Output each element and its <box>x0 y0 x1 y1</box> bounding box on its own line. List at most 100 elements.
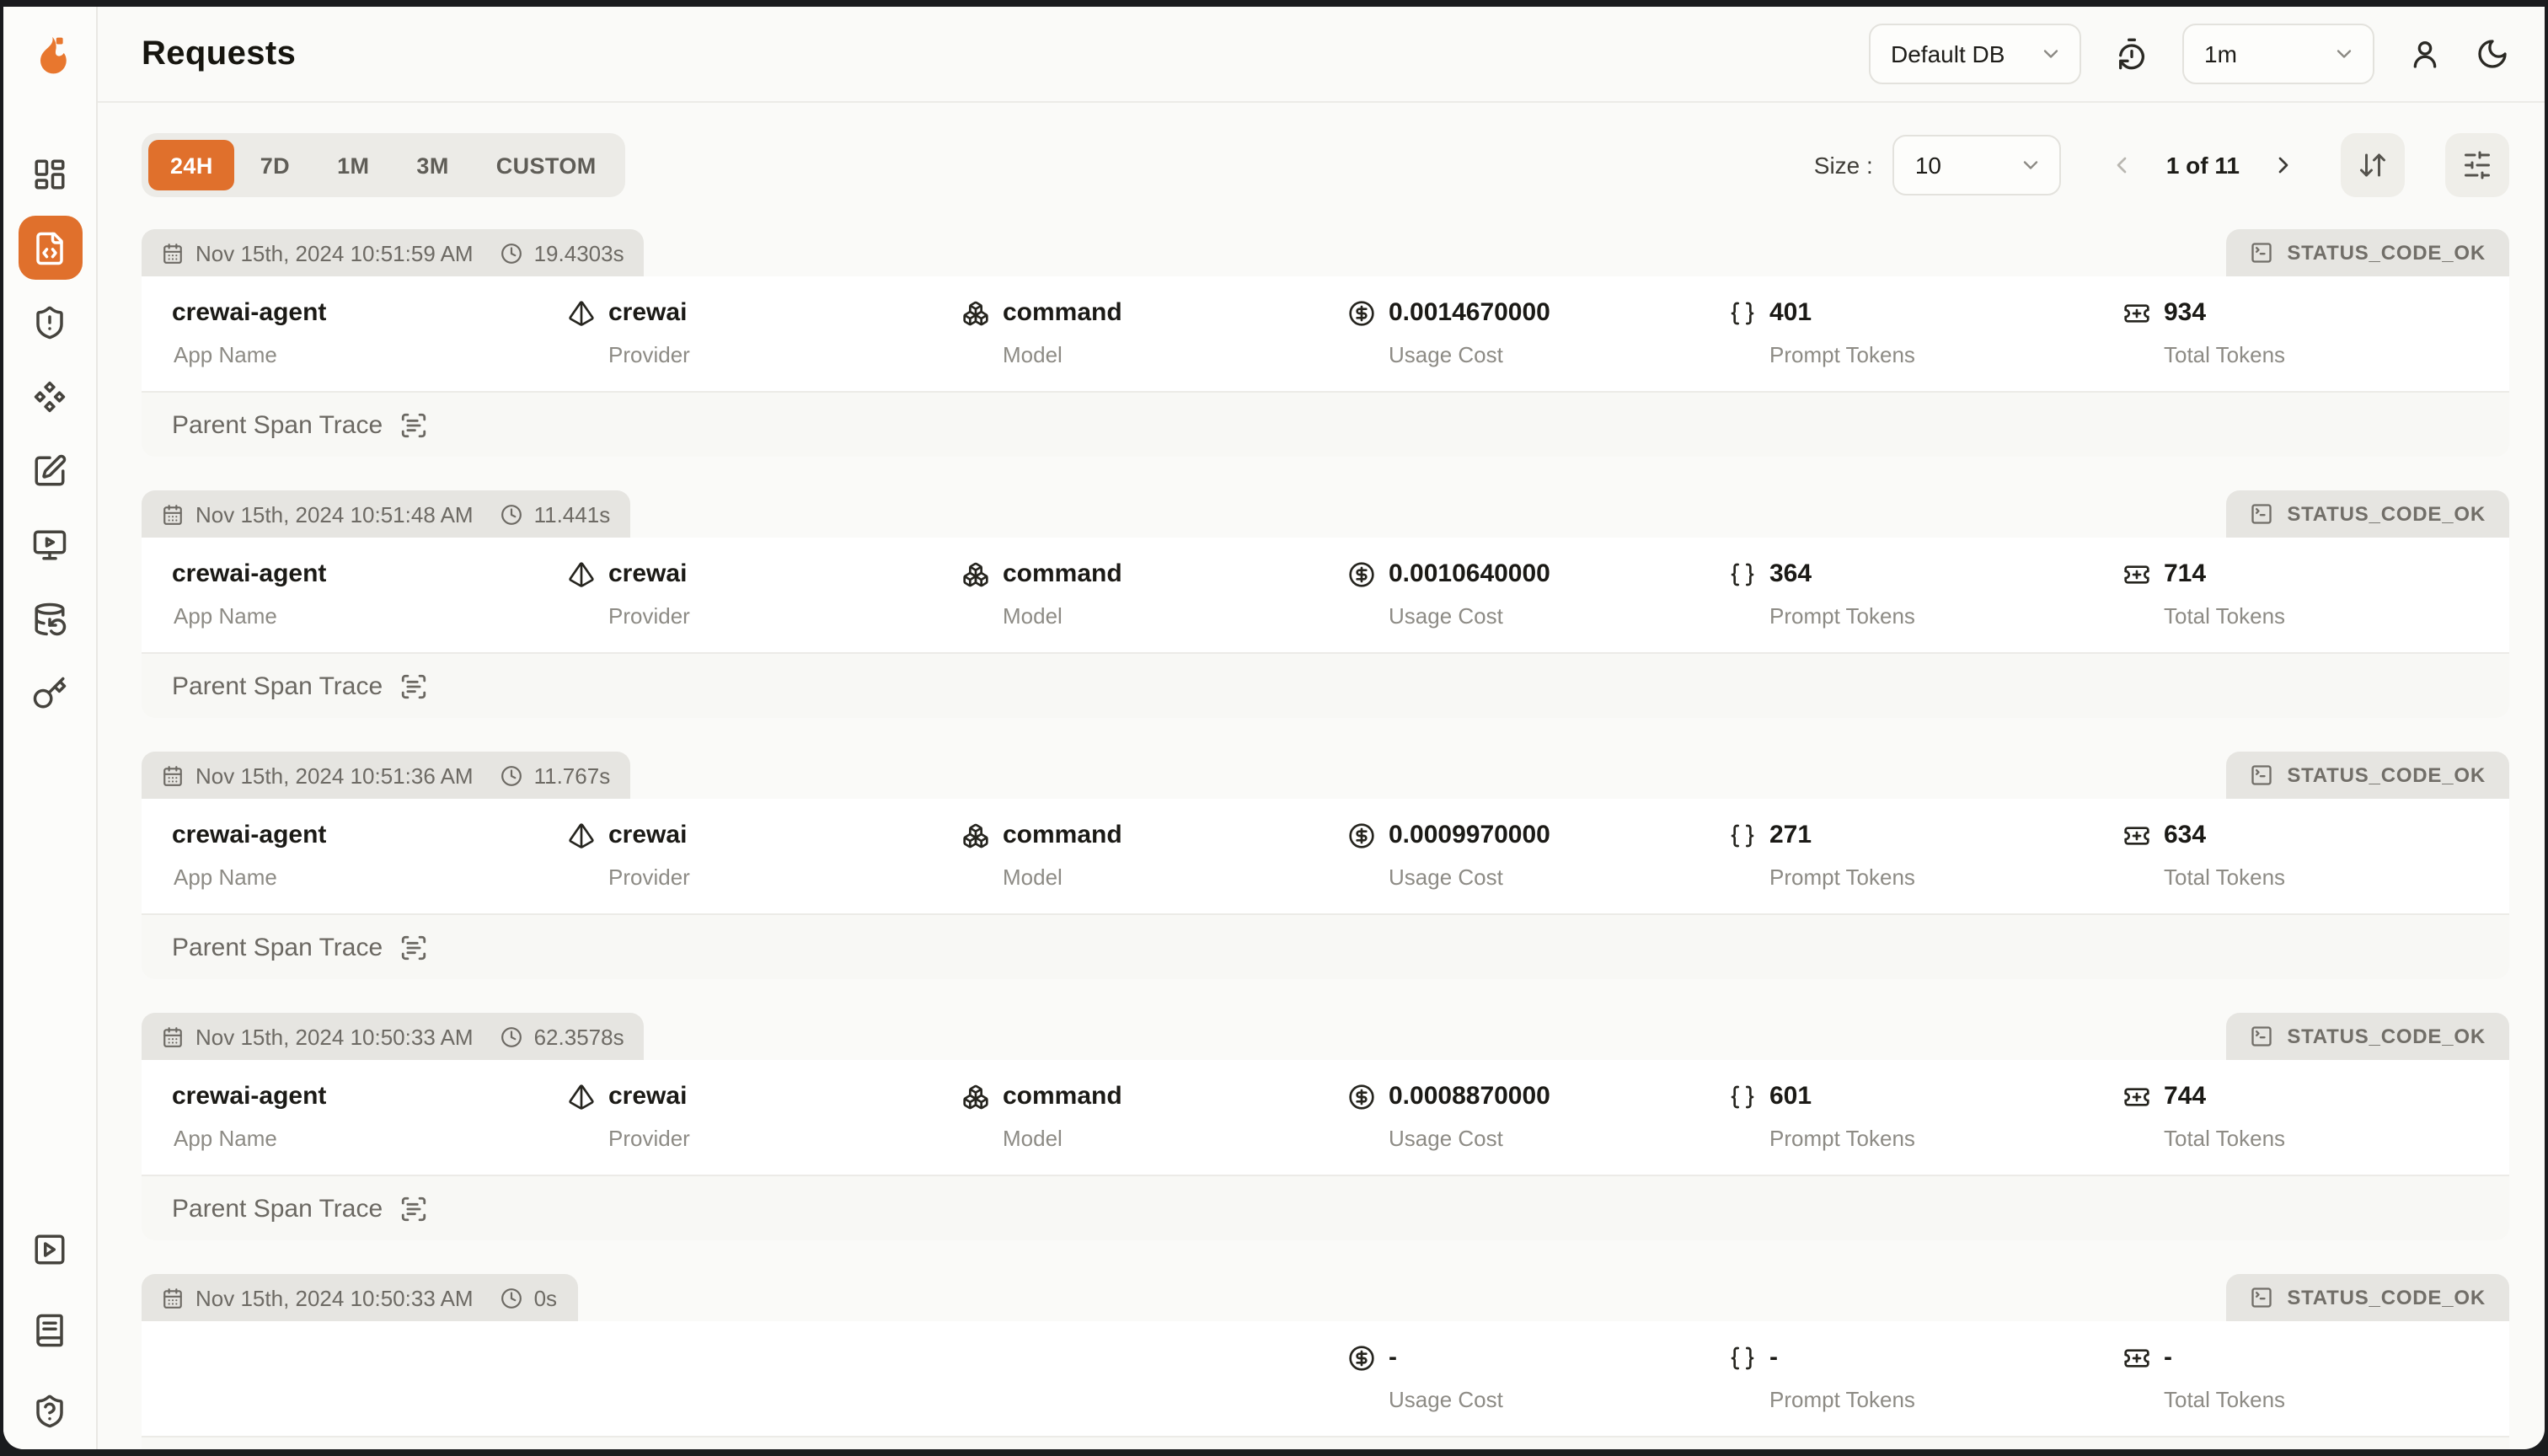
provider-label: Provider <box>608 864 690 890</box>
sidebar-item-vault[interactable] <box>18 438 82 502</box>
status-badge: STATUS_CODE_OK <box>2226 1274 2509 1321</box>
filter-button[interactable] <box>2445 133 2509 197</box>
clock-icon <box>500 765 522 785</box>
prompt-tokens-value: - <box>1769 1343 1778 1372</box>
sidebar-item-requests[interactable] <box>18 216 82 280</box>
app-name-label: App Name <box>174 1126 277 1151</box>
model-label: Model <box>1003 1126 1063 1151</box>
request-timestamp: Nov 15th, 2024 10:50:33 AM <box>195 1285 474 1310</box>
request-list: Nov 15th, 2024 10:51:59 AM 19.4303s STAT… <box>142 229 2509 1449</box>
sidebar-item-playground[interactable] <box>18 512 82 576</box>
request-card: Nov 15th, 2024 10:51:59 AM 19.4303s STAT… <box>142 229 2509 457</box>
database-select-value: Default DB <box>1891 40 2005 67</box>
square-terminal-icon <box>2251 243 2272 263</box>
boxes-icon <box>963 561 988 586</box>
database-select[interactable]: Default DB <box>1869 24 2081 84</box>
request-duration: 62.3578s <box>533 1024 624 1049</box>
prompt-tokens-label: Prompt Tokens <box>1769 1126 1915 1151</box>
clock-icon <box>500 243 522 263</box>
controls-row: 24H 7D 1M 3M CUSTOM Size : 10 <box>142 133 2509 197</box>
prompt-tokens-label: Prompt Tokens <box>1769 1387 1915 1412</box>
next-page-button[interactable] <box>2270 152 2297 179</box>
refresh-interval-select[interactable]: 1m <box>2182 24 2374 84</box>
tab-7d[interactable]: 7D <box>238 140 312 190</box>
square-terminal-icon <box>2251 1026 2272 1046</box>
provider-label: Provider <box>608 342 690 367</box>
sidebar-item-exceptions[interactable] <box>18 290 82 354</box>
request-row[interactable]: crewai-agent App Name crewai Provider co… <box>142 538 2509 652</box>
tab-24h[interactable]: 24H <box>148 140 235 190</box>
model-label: Model <box>1003 864 1063 890</box>
app-logo-icon[interactable] <box>24 30 75 81</box>
request-row[interactable]: crewai-agent App Name crewai Provider co… <box>142 276 2509 391</box>
calendar-icon <box>163 504 182 524</box>
app-name-value: crewai-agent <box>172 821 327 849</box>
provider-value: crewai <box>608 559 688 588</box>
sidebar-item-dashboard[interactable] <box>18 142 82 206</box>
scan-text-icon[interactable] <box>399 933 428 961</box>
field-prompt-tokens: 401 Prompt Tokens <box>1729 298 2123 391</box>
request-row[interactable]: crewai-agent App Name crewai Provider co… <box>142 799 2509 913</box>
usage-cost-label: Usage Cost <box>1389 1387 1503 1412</box>
sidebar-item-support[interactable] <box>28 1389 72 1432</box>
header-controls: Default DB 1m <box>1869 24 2509 84</box>
tab-1m[interactable]: 1M <box>315 140 391 190</box>
page-size-select[interactable]: 10 <box>1892 135 2062 195</box>
request-card-top: Nov 15th, 2024 10:51:36 AM 11.767s STATU… <box>142 752 2509 799</box>
braces-icon <box>1731 1084 1754 1108</box>
tab-custom[interactable]: CUSTOM <box>474 140 618 190</box>
field-prompt-tokens: 364 Prompt Tokens <box>1729 559 2123 652</box>
request-time-badge: Nov 15th, 2024 10:50:33 AM 0s <box>142 1274 578 1321</box>
total-tokens-value: 714 <box>2164 559 2207 588</box>
field-provider: crewai Provider <box>568 821 962 913</box>
model-value: command <box>1003 821 1122 849</box>
prev-page-button[interactable] <box>2109 152 2136 179</box>
field-total-tokens: 744 Total Tokens <box>2123 1082 2479 1175</box>
sidebar-item-api-keys[interactable] <box>18 661 82 725</box>
model-value: command <box>1003 559 1122 588</box>
model-label: Model <box>1003 603 1063 629</box>
square-play-icon <box>35 1234 65 1264</box>
tab-3m[interactable]: 3M <box>394 140 470 190</box>
request-card-top: Nov 15th, 2024 10:51:59 AM 19.4303s STAT… <box>142 229 2509 276</box>
shield-question-icon <box>36 1394 63 1427</box>
refresh-timer-button[interactable] <box>2115 37 2149 71</box>
scan-text-icon[interactable] <box>399 1194 428 1223</box>
sliders-horizontal-icon <box>2465 151 2490 179</box>
circle-dollar-icon <box>1349 822 1374 848</box>
field-total-tokens: - Total Tokens <box>2123 1343 2479 1436</box>
pyramid-icon <box>569 822 594 848</box>
boxes-icon <box>963 1084 988 1109</box>
request-time-badge: Nov 15th, 2024 10:50:33 AM 62.3578s <box>142 1013 645 1060</box>
parent-span-trace-row: Parent Span Trace <box>142 1175 2509 1240</box>
field-app-name: crewai-agent App Name <box>172 559 568 652</box>
total-tokens-value: 744 <box>2164 1082 2207 1111</box>
timer-reset-icon <box>2119 38 2144 70</box>
scan-text-icon[interactable] <box>399 410 428 439</box>
parent-span-trace-row: Parent Span Trace <box>142 913 2509 979</box>
dark-mode-toggle[interactable] <box>2476 37 2509 71</box>
sidebar-item-getting-started[interactable] <box>28 1227 72 1271</box>
calendar-icon <box>163 765 182 785</box>
field-app-name: crewai-agent App Name <box>172 1082 568 1175</box>
sidebar-item-documentation[interactable] <box>28 1308 72 1352</box>
page-header: Requests Default DB 1m <box>98 7 2545 103</box>
sort-button[interactable] <box>2341 133 2405 197</box>
prompt-tokens-value: 364 <box>1769 559 1812 588</box>
boxes-icon <box>963 300 988 325</box>
field-usage-cost: 0.0014670000 Usage Cost <box>1348 298 1729 391</box>
sidebar-item-database-config[interactable] <box>18 586 82 650</box>
parent-span-trace-row: Parent Span Trace <box>142 391 2509 457</box>
app-name-label: App Name <box>174 864 277 890</box>
scan-text-icon[interactable] <box>399 672 428 700</box>
request-row[interactable]: App Name Provider Model - <box>142 1321 2509 1436</box>
profile-button[interactable] <box>2408 37 2442 71</box>
app-name-label: App Name <box>174 342 277 367</box>
arrow-down-up-icon <box>2360 153 2385 177</box>
provider-value: crewai <box>608 298 688 327</box>
sidebar-item-prompt-hub[interactable] <box>18 364 82 428</box>
request-row[interactable]: crewai-agent App Name crewai Provider co… <box>142 1060 2509 1175</box>
ticket-plus-icon <box>2124 1087 2149 1105</box>
square-terminal-icon <box>2251 1287 2272 1308</box>
